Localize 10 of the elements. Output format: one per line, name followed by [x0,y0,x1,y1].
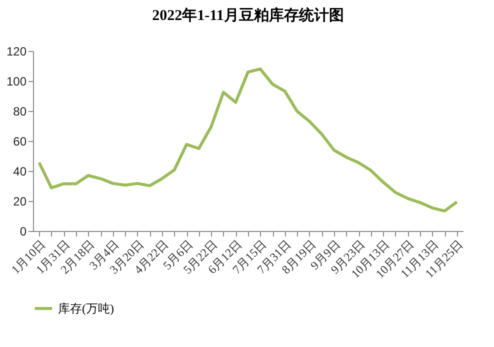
y-tick-label: 100 [6,74,27,88]
y-tick-label: 20 [13,194,27,208]
line-series [38,68,458,212]
y-tick-label: 40 [13,164,27,178]
y-tick-label: 0 [20,224,27,238]
legend-label: 库存(万吨) [58,302,114,316]
y-tick-label: 80 [13,104,27,118]
chart-title: 2022年1-11月豆粕库存统计图 [152,6,344,24]
y-tick-label: 60 [13,134,27,148]
y-tick-label: 120 [6,44,27,58]
